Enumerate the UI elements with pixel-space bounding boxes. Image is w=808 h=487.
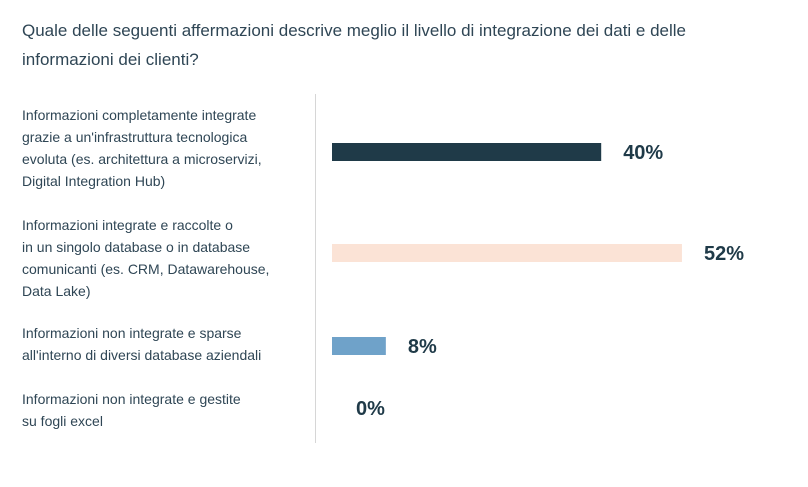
bar-1	[332, 143, 602, 161]
category-label-2: Informazioni integrate e raccolte o in u…	[22, 217, 270, 299]
value-label-3: 8%	[408, 336, 437, 358]
category-label-4: Informazioni non integrate e gestite su …	[22, 391, 241, 429]
value-label-4: 0%	[356, 398, 385, 420]
bar-2	[332, 244, 682, 262]
chart-title: Quale delle seguenti affermazioni descri…	[22, 21, 687, 69]
category-label-3: Informazioni non integrate e sparse all'…	[22, 325, 262, 363]
value-label-1: 40%	[623, 142, 663, 164]
value-label-2: 52%	[704, 243, 744, 265]
category-label-1: Informazioni completamente integrate gra…	[22, 107, 262, 189]
bar-3	[332, 337, 386, 355]
bars-group: 40% 52% 8% 0%	[332, 142, 744, 420]
